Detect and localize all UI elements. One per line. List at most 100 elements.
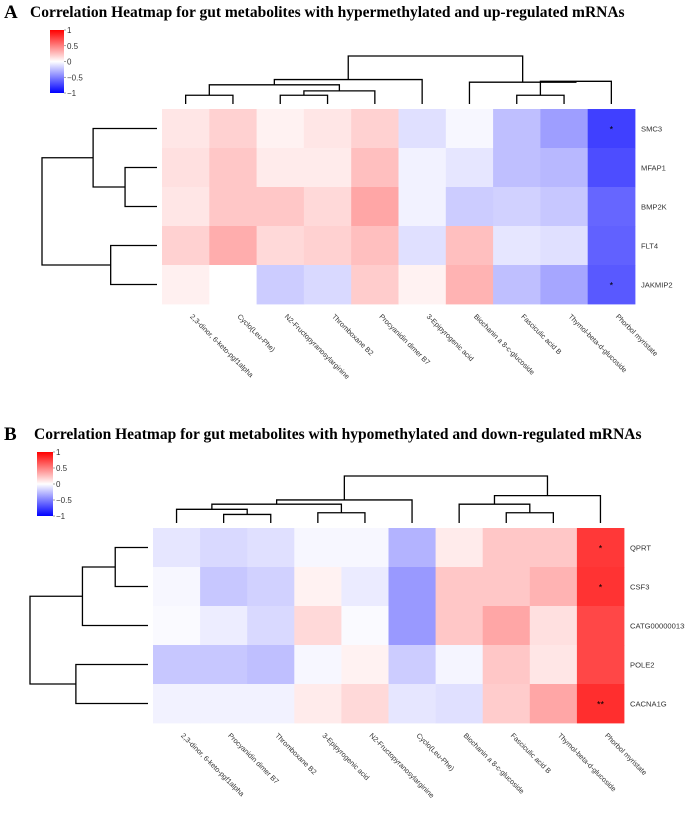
column-label: Procyanidin dimer B7: [226, 731, 281, 786]
heatmap-cell: [398, 109, 447, 149]
heatmap-cell: [209, 226, 257, 266]
colorbar-tick-label: 0.5: [67, 42, 79, 51]
row-label: CATG00000013576.1: [630, 622, 685, 631]
heatmap-cell: [303, 187, 352, 227]
colorbar-tick-label: 0: [67, 58, 72, 67]
heatmap-cell: [153, 645, 201, 685]
column-label: Thromboxane B2: [330, 312, 375, 357]
heatmap-cell: [587, 187, 636, 227]
heatmap-cell: [256, 187, 305, 227]
heatmap-cell: [162, 187, 210, 227]
heatmap-cell: [445, 148, 494, 188]
significance-star: **: [597, 700, 605, 710]
column-label: Cyclo(Leu-Phe): [236, 312, 278, 354]
heatmap-cell: [351, 265, 399, 305]
heatmap-cell: [303, 265, 352, 305]
column-dendrogram-branch: [279, 94, 329, 104]
heatmap-cell: [529, 684, 578, 724]
column-label: Procyanidin dimer B7: [377, 312, 432, 367]
heatmap-cell: [388, 684, 436, 724]
column-dendrogram-branch: [317, 512, 366, 523]
heatmap-cell: [398, 265, 447, 305]
heatmap-cell: [294, 567, 342, 607]
heatmap-cell: [247, 528, 295, 568]
row-label: JAKMIP2: [641, 281, 673, 290]
heatmap-cell: [540, 265, 589, 305]
heatmap-cell: [540, 148, 589, 188]
column-dendrogram-branch: [175, 508, 248, 523]
colorbar: [37, 452, 53, 516]
heatmap-cell: [398, 148, 447, 188]
column-label: 3-Epipyrogenic acid: [320, 731, 371, 782]
panel-b-label: B: [4, 424, 17, 445]
heatmap-cell: [493, 226, 541, 266]
column-dendrogram-branch: [275, 499, 413, 523]
column-dendrogram-branch: [303, 90, 376, 104]
heatmap-cell: [247, 567, 295, 607]
row-dendrogram-branch: [41, 157, 111, 266]
heatmap-cell: [341, 567, 389, 607]
heatmap-cell: [493, 187, 541, 227]
heatmap-cell: [256, 109, 305, 149]
heatmap-cell: [540, 226, 589, 266]
row-dendrogram-branch: [124, 166, 157, 208]
row-label: FLT4: [641, 242, 658, 251]
heatmap-cell: [398, 187, 447, 227]
significance-star: *: [599, 583, 603, 593]
heatmap-cell: [482, 684, 531, 724]
heatmap-cell: [445, 109, 494, 149]
heatmap-cell: [162, 148, 210, 188]
heatmap-cell: [529, 606, 578, 646]
heatmap-cell: [303, 109, 352, 149]
heatmap-cell: [162, 226, 210, 266]
heatmap-cell: [351, 187, 399, 227]
heatmap-cell: [256, 148, 305, 188]
column-dendrogram-branch: [211, 503, 343, 513]
significance-star: *: [610, 125, 614, 135]
significance-star: *: [599, 544, 603, 554]
heatmap-cell: [482, 528, 531, 568]
colorbar-tick-label: −0.5: [67, 73, 83, 82]
heatmap-cell: [247, 645, 295, 685]
row-label: CACNA1G: [630, 700, 667, 709]
column-label: Cyclo(Leu-Phe): [415, 731, 457, 773]
heatmap-cell: [153, 567, 201, 607]
heatmap-cell: [209, 265, 257, 305]
heatmap-cell: [294, 528, 342, 568]
row-dendrogram-branch: [29, 595, 83, 685]
heatmap-cell: [482, 645, 531, 685]
colorbar-tick-label: 1: [67, 26, 72, 35]
column-label: 3-Epipyrogenic acid: [425, 312, 476, 363]
heatmap-cell: [445, 265, 494, 305]
panel-a-title: Correlation Heatmap for gut metabolites …: [30, 4, 625, 21]
heatmap-cell: [200, 528, 248, 568]
heatmap-cell: [587, 109, 636, 149]
row-label: QPRT: [630, 544, 651, 553]
heatmap-cell: [576, 684, 625, 724]
heatmap-cell: [303, 226, 352, 266]
heatmap-cell: [576, 645, 625, 685]
heatmap-cell: [576, 567, 625, 607]
heatmap-cell: [294, 684, 342, 724]
colorbar-tick-label: −1: [56, 512, 66, 521]
column-dendrogram-branch: [185, 94, 234, 104]
heatmap-cell: [398, 226, 447, 266]
colorbar-tick-label: −1: [67, 89, 77, 98]
heatmap-cell: [529, 528, 578, 568]
heatmap-cell: [540, 109, 589, 149]
colorbar-tick-label: 0.5: [56, 464, 68, 473]
heatmap-cell: [493, 265, 541, 305]
column-label: Phorbol myristate: [603, 731, 649, 777]
colorbar-tick-label: 1: [56, 448, 61, 457]
heatmap-cell: [435, 606, 484, 646]
heatmap-cell: [247, 684, 295, 724]
heatmap-cell: [247, 606, 295, 646]
column-dendrogram-branch: [458, 503, 531, 523]
column-dendrogram-branch: [208, 84, 341, 96]
heatmap-cell: [209, 109, 257, 149]
row-dendrogram-branch: [114, 546, 148, 588]
column-dendrogram-branch: [223, 513, 272, 523]
heatmap-cell: [341, 606, 389, 646]
row-label: CSF3: [630, 583, 649, 592]
